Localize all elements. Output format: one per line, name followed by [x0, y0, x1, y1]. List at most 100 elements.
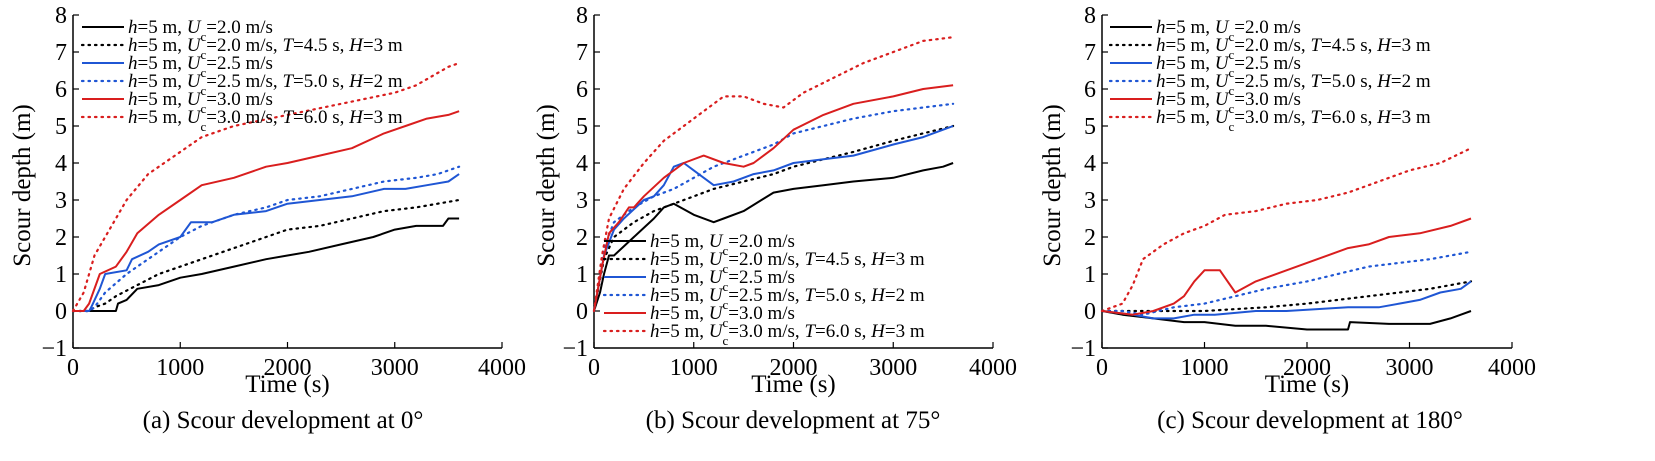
legend-text-part: =5 m, [138, 17, 187, 38]
y-tick-label: 3 [1084, 188, 1096, 214]
legend-text-part: =3.0 m/s, [1234, 107, 1310, 128]
legend-text-part: T [1310, 107, 1322, 128]
x-tick-label: 0 [588, 355, 600, 381]
legend-text-part: =3 m [1391, 107, 1431, 128]
y-tick-label: 0 [576, 299, 588, 325]
legend-text-part: h [128, 35, 138, 56]
legend-text-part: h [128, 71, 138, 92]
y-tick-label: 1 [1084, 262, 1096, 288]
legend-text-part: U [187, 107, 202, 128]
legend-text-part: h [1156, 89, 1166, 110]
legend-label-s2: h=5 m, Uc=2.0 m/s, T=4.5 s, H=3 m [128, 35, 403, 62]
y-tick-label: −1 [41, 336, 67, 362]
legend-text-part: h [650, 267, 660, 288]
legend-text-part: =3.0 m/s [206, 89, 273, 110]
y-axis-title: Scour depth (m) [1039, 104, 1066, 266]
legend-text-part: =5 m, [1166, 71, 1215, 92]
y-tick-label: 8 [55, 3, 67, 29]
y-tick-label: 8 [1084, 3, 1096, 29]
legend-label-s6: h=5 m, Uc=3.0 m/s, T=6.0 s, H=3 m [128, 107, 403, 134]
legend-text-part: =4.5 s, [815, 249, 871, 270]
legend-text-part: U [709, 303, 724, 324]
y-tick-label: 8 [576, 3, 588, 29]
x-tick-label: 2000 [264, 355, 312, 381]
legend-text-part: =2 m [363, 71, 403, 92]
legend-text-part: H [348, 35, 364, 56]
legend-text-part: h [128, 89, 138, 110]
y-tick-label: 2 [1084, 225, 1096, 251]
legend-text-part: =5 m, [138, 35, 187, 56]
legend-text-part: h [128, 107, 138, 128]
legend-text-part: H [348, 71, 364, 92]
legend-text-part: c [200, 83, 206, 98]
legend-text-part: c [1228, 47, 1234, 62]
y-tick-label: −1 [562, 336, 588, 362]
legend: h=5 m, Uc=2.0 m/sh=5 m, Uc=2.0 m/s, T=4.… [602, 231, 925, 348]
legend-text-part: U [709, 249, 724, 270]
x-tick-label: 2000 [770, 355, 818, 381]
legend-text-part: h [128, 53, 138, 74]
legend-label-s4: h=5 m, Uc=2.5 m/s, T=5.0 s, H=2 m [1156, 71, 1431, 98]
legend-text-part: =2.0 m/s [728, 231, 795, 252]
legend-text-part: =2 m [885, 285, 925, 306]
legend-text-part: U [709, 267, 724, 288]
legend-text-part: =3.0 m/s, [206, 107, 282, 128]
legend-text-part: =2.0 m/s [1234, 17, 1301, 38]
legend-text-part: c [722, 261, 728, 276]
legend-text-part: h [650, 303, 660, 324]
series-line-s2 [1100, 280, 1473, 313]
series-line-s4 [1100, 250, 1473, 316]
panel-caption: (b) Scour development at 75° [646, 407, 941, 434]
legend-label-s1: h=5 m, Uc=2.0 m/s [128, 17, 273, 44]
legend-label-s5: h=5 m, Uc=3.0 m/s [128, 89, 273, 116]
legend: h=5 m, Uc=2.0 m/sh=5 m, Uc=2.0 m/s, T=4.… [1108, 17, 1431, 134]
legend-label-s4: h=5 m, Uc=2.5 m/s, T=5.0 s, H=2 m [128, 71, 403, 98]
legend-text-part: =2.0 m/s, [1234, 35, 1310, 56]
y-tick-label: 4 [576, 151, 588, 177]
series-line-s4 [71, 165, 461, 313]
legend-text-part: =2 m [1391, 71, 1431, 92]
y-tick-label: 0 [55, 299, 67, 325]
legend-text-part: =5 m, [1166, 89, 1215, 110]
y-tick-label: 6 [55, 77, 67, 103]
series-line-s5 [593, 84, 954, 312]
legend-text-part: h [1156, 71, 1166, 92]
legend-text-part: =5 m, [660, 303, 709, 324]
x-tick-label: 4000 [478, 355, 526, 381]
legend-text-part: h [1156, 53, 1166, 74]
y-axis-title: Scour depth (m) [533, 104, 560, 266]
x-axis-title: Time (s) [245, 371, 330, 398]
legend-text-part: U [1215, 53, 1230, 74]
legend-text-part: U [709, 231, 724, 252]
legend-label-s5: h=5 m, Uc=3.0 m/s [1156, 89, 1301, 116]
legend-text-part: U [1215, 17, 1230, 38]
series-line-s3 [1101, 280, 1472, 320]
x-tick-label: 1000 [670, 355, 718, 381]
legend-text-part: =2.5 m/s [1234, 53, 1301, 74]
y-tick-label: 1 [576, 262, 588, 288]
legend-text-part: =3 m [363, 35, 403, 56]
panel-caption: (c) Scour development at 180° [1157, 407, 1463, 434]
legend-text-part: =6.0 s, [293, 107, 349, 128]
legend-label-s1: h=5 m, Uc=2.0 m/s [1156, 17, 1301, 44]
legend-text-part: U [187, 35, 202, 56]
series-line-s5 [73, 110, 460, 312]
legend-text-part: U [1215, 107, 1230, 128]
legend-text-part: c [1228, 65, 1234, 80]
legend-text-part: c [722, 297, 728, 312]
legend-text-part: T [282, 107, 294, 128]
legend-text-part: U [187, 17, 202, 38]
y-tick-label: 1 [55, 262, 67, 288]
legend-text-part: T [804, 285, 816, 306]
legend-text-part: h [128, 17, 138, 38]
legend-label-s2: h=5 m, Uc=2.0 m/s, T=4.5 s, H=3 m [1156, 35, 1431, 62]
legend-text-part: =5.0 s, [1321, 71, 1377, 92]
x-tick-label: 0 [67, 355, 79, 381]
legend-text-part: U [1215, 71, 1230, 92]
legend-text-part: =5.0 s, [815, 285, 871, 306]
legend-text-part: h [1156, 17, 1166, 38]
legend-text-part: =5 m, [138, 107, 187, 128]
legend-text-part: =2.5 m/s [728, 267, 795, 288]
legend-text-part: =5.0 s, [293, 71, 349, 92]
